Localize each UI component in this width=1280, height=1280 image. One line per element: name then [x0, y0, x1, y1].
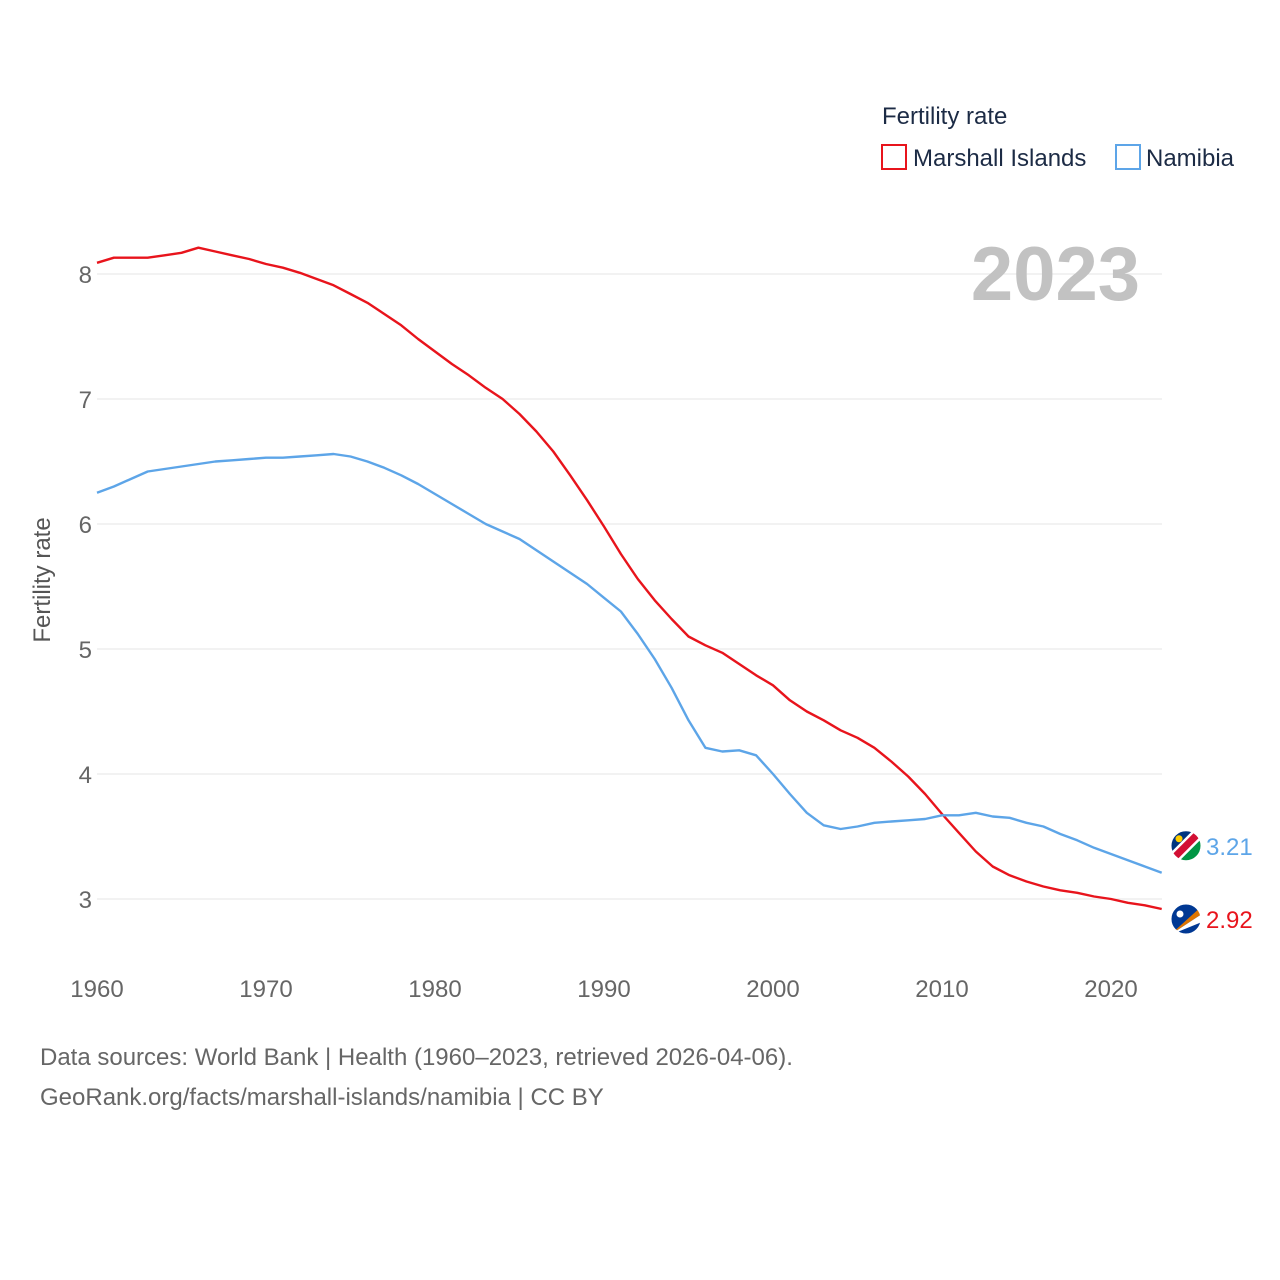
marshall-islands-flag-icon: [1171, 904, 1201, 934]
y-axis-title: Fertility rate: [29, 517, 56, 642]
x-tick-label: 1980: [408, 976, 461, 1003]
footer-url[interactable]: GeoRank.org/facts/marshall-islands/namib…: [40, 1084, 604, 1111]
legend-item-namibia[interactable]: Namibia: [1115, 144, 1235, 172]
x-axis-ticks: 1960 1970 1980 1990 2000 2010 2020: [70, 976, 1137, 1003]
x-tick-label: 1990: [577, 976, 630, 1003]
y-tick-label: 5: [79, 637, 92, 664]
legend: Fertility rate Marshall Islands Namibia: [881, 103, 1235, 172]
namibia-flag-icon: [1171, 830, 1201, 861]
series-line-marshall-islands[interactable]: [96, 246, 1162, 911]
legend-label-namibia: Namibia: [1146, 145, 1235, 172]
end-markers: 2.92 3.21: [1170, 830, 1253, 935]
x-tick-label: 2000: [746, 976, 799, 1003]
end-value-label-marshall-islands: 2.92: [1206, 907, 1253, 934]
series-line-namibia[interactable]: [96, 452, 1163, 874]
y-tick-label: 8: [79, 262, 92, 289]
y-tick-label: 6: [79, 512, 92, 539]
end-value-label-namibia: 3.21: [1206, 834, 1253, 861]
flag-outline: [1170, 903, 1202, 935]
legend-item-marshall-islands[interactable]: Marshall Islands: [881, 144, 1086, 172]
legend-title: Fertility rate: [882, 103, 1007, 130]
series-lines: [96, 246, 1163, 911]
footer-sources: Data sources: World Bank | Health (1960–…: [40, 1044, 793, 1071]
y-tick-label: 4: [79, 762, 92, 789]
x-tick-label: 2020: [1084, 976, 1137, 1003]
year-label: 2023: [971, 232, 1140, 317]
x-tick-label: 1970: [239, 976, 292, 1003]
y-tick-label: 3: [79, 887, 92, 914]
legend-label-marshall-islands: Marshall Islands: [913, 145, 1086, 172]
legend-swatch-marshall-islands: [881, 144, 907, 170]
y-axis-ticks: 3 4 5 6 7 8: [79, 262, 92, 914]
y-tick-label: 7: [79, 387, 92, 414]
x-tick-label: 1960: [70, 976, 123, 1003]
grid-lines: [97, 273, 1162, 900]
legend-swatch-namibia: [1115, 144, 1141, 170]
flag-outline: [1170, 830, 1202, 862]
x-tick-label: 2010: [915, 976, 968, 1003]
